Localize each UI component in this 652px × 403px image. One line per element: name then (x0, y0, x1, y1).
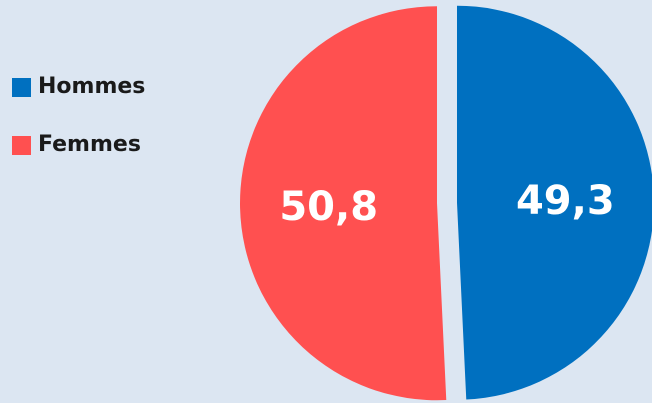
legend-label-femmes: Femmes (38, 132, 141, 157)
pie-slice-hommes (456, 5, 652, 400)
slice-label-femmes: 50,8 (279, 184, 378, 230)
pie-slice-femmes (240, 6, 447, 401)
slice-label-hommes: 49,3 (516, 178, 615, 224)
legend-swatch-femmes (12, 135, 31, 155)
legend-swatch-hommes (12, 77, 31, 97)
legend-item-femmes: Femmes (12, 134, 145, 156)
legend-label-hommes: Hommes (38, 74, 146, 99)
chart-legend: Hommes Femmes (12, 76, 145, 192)
legend-item-hommes: Hommes (12, 76, 145, 98)
